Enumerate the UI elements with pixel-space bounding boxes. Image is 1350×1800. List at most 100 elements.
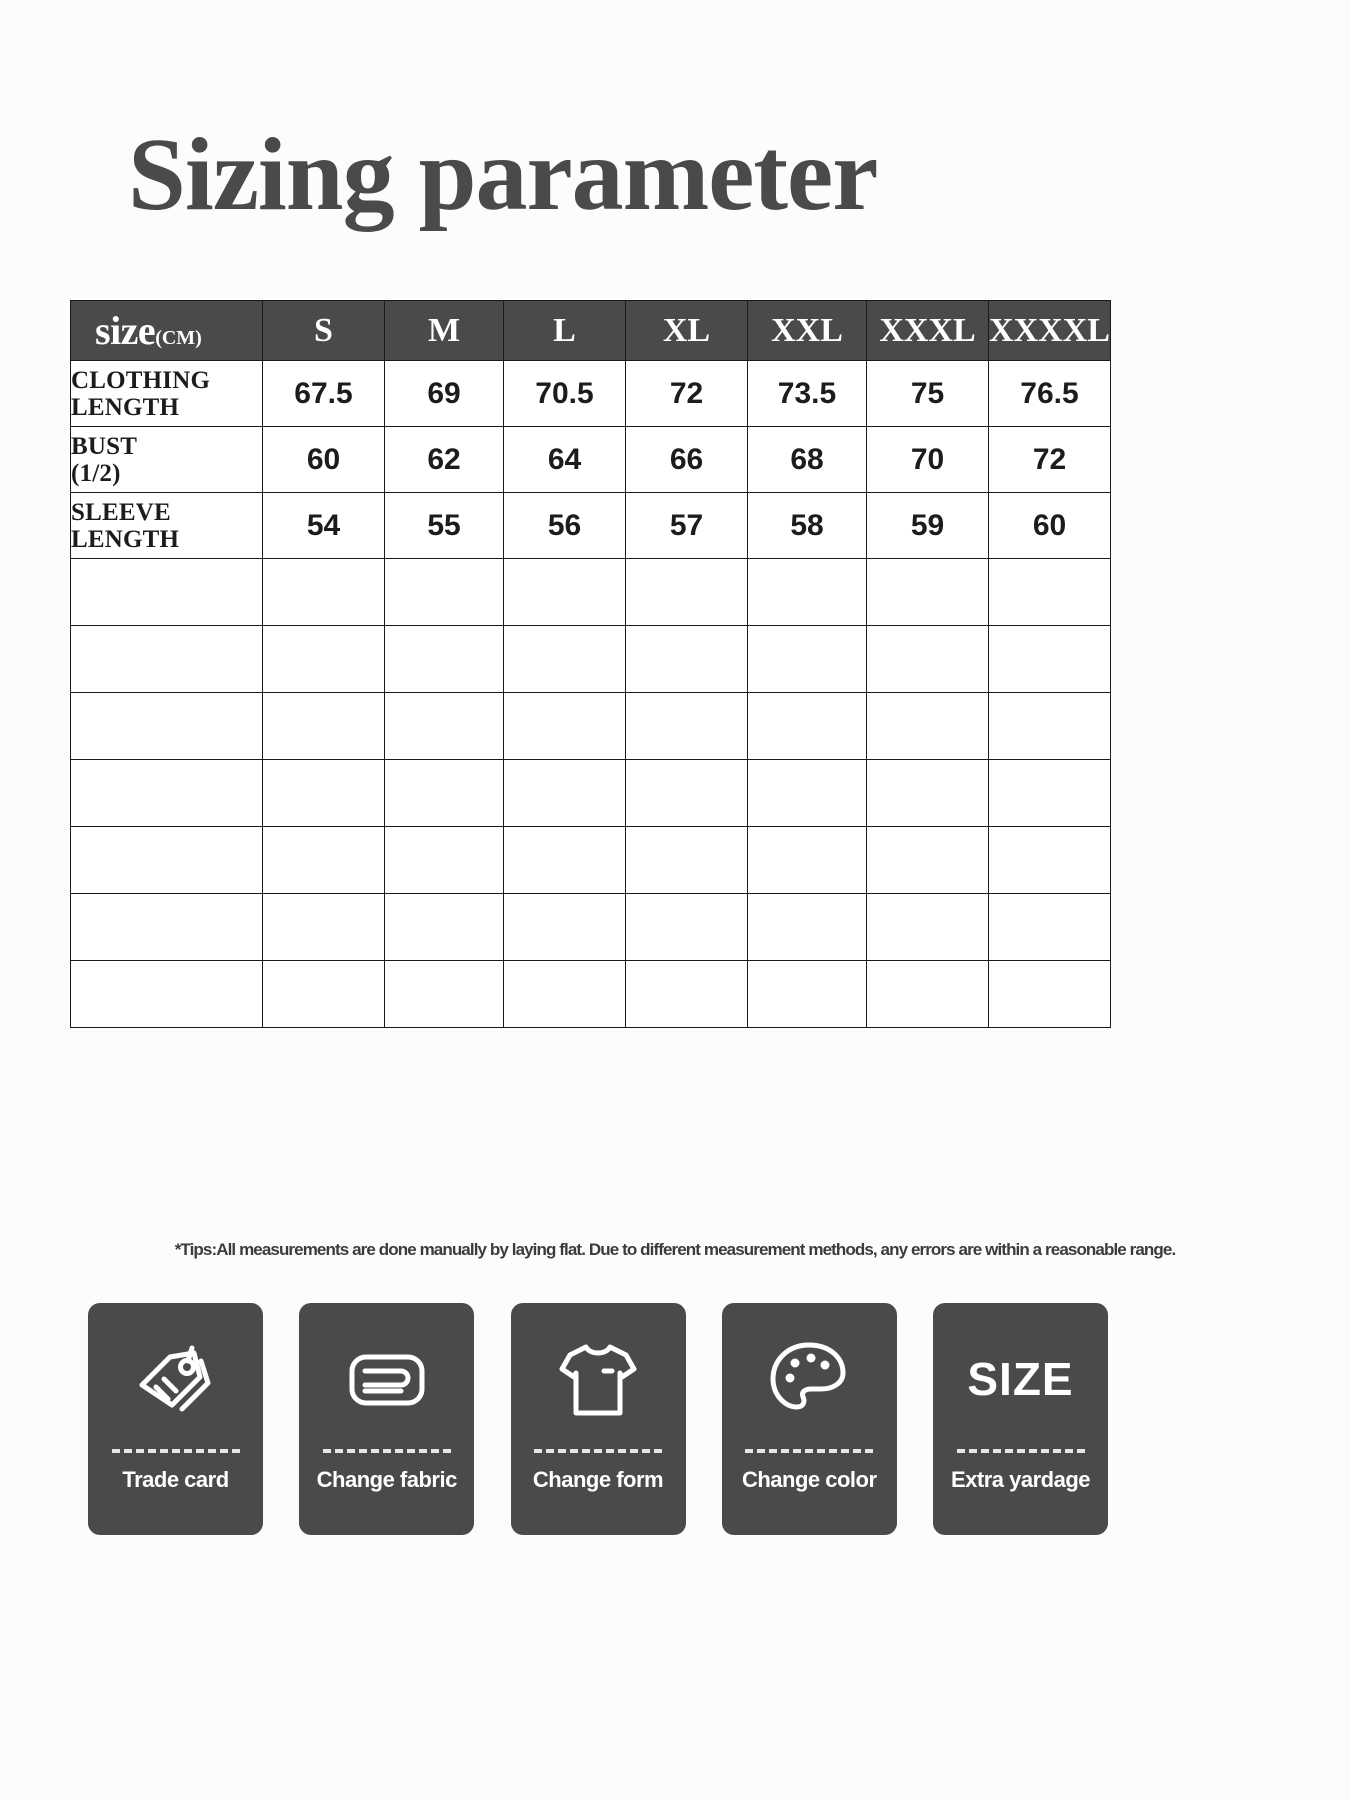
cell-clothing-length-xxxl: 75 bbox=[866, 360, 989, 427]
header-unit-word: (CM) bbox=[155, 327, 202, 349]
card-divider bbox=[322, 1449, 451, 1453]
cell-sleeve-length-m: 55 bbox=[384, 492, 504, 559]
cell-clothing-length-xl: 72 bbox=[625, 360, 748, 427]
header-size-xxl: XXL bbox=[747, 300, 867, 361]
empty-cell bbox=[70, 625, 263, 693]
row-label-sleeve-length: SLEEVE LENGTH bbox=[70, 492, 263, 559]
empty-cell bbox=[625, 960, 748, 1028]
row-label-clothing-length: CLOTHING LENGTH bbox=[70, 360, 263, 427]
table-body: CLOTHING LENGTH 67.5 69 70.5 72 73.5 75 … bbox=[70, 360, 1111, 1028]
service-card-label: Change color bbox=[741, 1467, 877, 1492]
cell-bust-m: 62 bbox=[384, 426, 504, 493]
service-card-trade-card[interactable]: Trade card bbox=[88, 1303, 263, 1535]
service-card-label: Extra yardage bbox=[950, 1467, 1091, 1492]
row-label-line2: LENGTH bbox=[71, 393, 180, 421]
empty-cell bbox=[747, 960, 867, 1028]
card-divider bbox=[956, 1449, 1085, 1453]
empty-cell bbox=[384, 692, 504, 760]
empty-cell bbox=[262, 692, 385, 760]
empty-cell bbox=[503, 893, 626, 961]
row-label-bust: BUST (1/2) bbox=[70, 426, 263, 493]
empty-cell bbox=[625, 893, 748, 961]
empty-cell bbox=[988, 558, 1111, 626]
empty-cell bbox=[503, 826, 626, 894]
empty-cell bbox=[988, 692, 1111, 760]
empty-cell bbox=[625, 759, 748, 827]
header-size-xxxxl: XXXXL bbox=[988, 300, 1111, 361]
cell-bust-xxxl: 70 bbox=[866, 426, 989, 493]
service-card-change-form[interactable]: Change form bbox=[510, 1303, 686, 1535]
row-label-line1: CLOTHING bbox=[71, 366, 211, 394]
palette-icon bbox=[754, 1325, 864, 1433]
empty-cell bbox=[988, 960, 1111, 1028]
header-size-xxxl: XXXL bbox=[866, 300, 989, 361]
service-cards: Trade card Change fabric bbox=[88, 1303, 1108, 1535]
empty-cell bbox=[866, 893, 989, 961]
header-size-s: S bbox=[262, 300, 385, 361]
folded-fabric-icon bbox=[332, 1325, 442, 1433]
table-row-empty bbox=[70, 759, 1111, 827]
empty-cell bbox=[70, 759, 263, 827]
sizing-table-container: size(CM) S M L XL XXL XXXL XXXXL CLOTHIN… bbox=[70, 300, 1111, 1028]
empty-cell bbox=[866, 960, 989, 1028]
cell-sleeve-length-xl: 57 bbox=[625, 492, 748, 559]
empty-cell bbox=[747, 692, 867, 760]
empty-cell bbox=[384, 826, 504, 894]
empty-cell bbox=[503, 625, 626, 693]
empty-cell bbox=[70, 960, 263, 1028]
empty-cell bbox=[747, 625, 867, 693]
card-divider bbox=[745, 1449, 874, 1453]
empty-cell bbox=[866, 826, 989, 894]
table-row-empty bbox=[70, 625, 1111, 693]
price-tag-icon bbox=[121, 1325, 231, 1433]
table-row: SLEEVE LENGTH 54 55 56 57 58 59 60 bbox=[70, 492, 1111, 559]
empty-cell bbox=[262, 625, 385, 693]
cell-clothing-length-m: 69 bbox=[384, 360, 504, 427]
empty-cell bbox=[988, 625, 1111, 693]
header-size-xl: XL bbox=[625, 300, 748, 361]
service-card-extra-yardage[interactable]: SIZE Extra yardage bbox=[933, 1303, 1108, 1535]
header-size-l: L bbox=[503, 300, 626, 361]
empty-cell bbox=[625, 826, 748, 894]
empty-cell bbox=[747, 558, 867, 626]
row-label-line2: (1/2) bbox=[71, 459, 121, 487]
empty-cell bbox=[262, 960, 385, 1028]
empty-cell bbox=[988, 893, 1111, 961]
empty-cell bbox=[384, 759, 504, 827]
service-card-label: Change form bbox=[532, 1467, 664, 1492]
cell-bust-xl: 66 bbox=[625, 426, 748, 493]
card-divider bbox=[534, 1449, 662, 1453]
empty-cell bbox=[988, 759, 1111, 827]
cell-sleeve-length-l: 56 bbox=[503, 492, 626, 559]
service-card-change-color[interactable]: Change color bbox=[721, 1303, 897, 1535]
cell-bust-xxxxl: 72 bbox=[988, 426, 1111, 493]
cell-bust-s: 60 bbox=[262, 426, 385, 493]
service-card-label: Trade card bbox=[122, 1467, 229, 1492]
cell-bust-xxl: 68 bbox=[747, 426, 867, 493]
header-size-word: size bbox=[95, 308, 156, 353]
row-label-line2: LENGTH bbox=[71, 525, 180, 553]
service-card-change-fabric[interactable]: Change fabric bbox=[299, 1303, 475, 1535]
tshirt-icon bbox=[543, 1325, 653, 1433]
empty-cell bbox=[262, 558, 385, 626]
empty-cell bbox=[262, 759, 385, 827]
empty-cell bbox=[866, 558, 989, 626]
empty-cell bbox=[503, 558, 626, 626]
empty-cell bbox=[70, 692, 263, 760]
cell-clothing-length-l: 70.5 bbox=[503, 360, 626, 427]
empty-cell bbox=[503, 960, 626, 1028]
table-row-empty bbox=[70, 960, 1111, 1028]
empty-cell bbox=[747, 826, 867, 894]
empty-cell bbox=[866, 625, 989, 693]
cell-clothing-length-s: 67.5 bbox=[262, 360, 385, 427]
empty-cell bbox=[384, 960, 504, 1028]
cell-clothing-length-xxxxl: 76.5 bbox=[988, 360, 1111, 427]
empty-cell bbox=[70, 893, 263, 961]
header-size-unit: size(CM) bbox=[70, 300, 263, 361]
size-text-icon: SIZE bbox=[966, 1325, 1076, 1433]
cell-sleeve-length-s: 54 bbox=[262, 492, 385, 559]
cell-sleeve-length-xxxl: 59 bbox=[866, 492, 989, 559]
empty-cell bbox=[262, 826, 385, 894]
empty-cell bbox=[503, 692, 626, 760]
